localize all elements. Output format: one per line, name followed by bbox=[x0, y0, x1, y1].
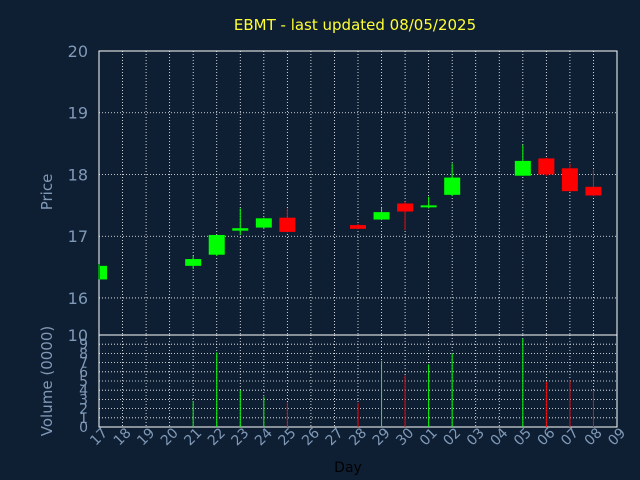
candle-body bbox=[561, 168, 578, 192]
price-y-tick-label: 18 bbox=[68, 165, 88, 184]
x-tick-label: 07 bbox=[558, 425, 582, 449]
x-tick-label: 06 bbox=[535, 425, 559, 449]
volume-y-tick-label: 5 bbox=[79, 374, 88, 390]
price-y-axis-label: Price bbox=[38, 174, 56, 211]
x-tick-label: 29 bbox=[370, 425, 394, 449]
x-axis-label: Day bbox=[334, 460, 362, 476]
candle-body bbox=[350, 225, 366, 229]
x-tick-label: 01 bbox=[417, 425, 441, 449]
price-y-tick-label: 16 bbox=[68, 289, 88, 308]
candles bbox=[98, 144, 602, 280]
x-tick-label: 27 bbox=[323, 425, 347, 449]
x-tick-label: 05 bbox=[511, 425, 535, 449]
candle-body bbox=[100, 265, 107, 280]
x-tick-label: 20 bbox=[158, 425, 182, 449]
price-y-tick-label: 19 bbox=[68, 104, 88, 123]
volume-y-tick-label: 7 bbox=[79, 356, 88, 372]
x-tick-label: 02 bbox=[440, 425, 464, 449]
candle-body bbox=[397, 203, 414, 212]
x-tick-label: 21 bbox=[181, 425, 205, 449]
volume-y-tick-label: 3 bbox=[79, 392, 88, 408]
candle-body bbox=[585, 186, 602, 196]
candle-body bbox=[279, 217, 296, 232]
x-tick-label: 19 bbox=[134, 425, 158, 449]
candle-body bbox=[185, 259, 202, 266]
candle-body bbox=[208, 234, 225, 255]
volume-y-tick-label: 9 bbox=[79, 337, 88, 353]
x-tick-label: 30 bbox=[393, 425, 417, 449]
candle-body bbox=[232, 228, 249, 231]
x-tick-label: 25 bbox=[276, 425, 300, 449]
x-tick-label: 22 bbox=[205, 425, 229, 449]
volume-y-tick-label: 0 bbox=[79, 420, 88, 436]
price-y-tick-label: 17 bbox=[68, 227, 88, 246]
x-tick-label: 04 bbox=[487, 425, 511, 449]
volume-bars bbox=[192, 338, 594, 427]
x-tick-label: 17 bbox=[87, 425, 111, 449]
x-tick-label: 03 bbox=[464, 425, 488, 449]
candle-body bbox=[420, 205, 437, 208]
chart-title: EBMT - last updated 08/05/2025 bbox=[234, 16, 476, 34]
x-tick-label: 24 bbox=[252, 425, 276, 449]
candle-body bbox=[514, 160, 531, 176]
candle-body bbox=[538, 158, 555, 175]
x-tick-label: 26 bbox=[299, 425, 323, 449]
price-panel: 20 19 18 17 16 Price bbox=[38, 42, 618, 336]
volume-y-tick-label: 10 bbox=[68, 326, 88, 345]
volume-y-tick-label: 8 bbox=[79, 346, 88, 362]
x-tick-label: 09 bbox=[605, 425, 629, 449]
x-tick-label: 08 bbox=[582, 425, 606, 449]
volume-y-axis-label: Volume (0000) bbox=[38, 326, 56, 436]
x-tick-label: 28 bbox=[346, 425, 370, 449]
candle-body bbox=[373, 212, 390, 220]
volume-y-tick-label: 2 bbox=[79, 402, 88, 418]
candle-body bbox=[255, 218, 272, 228]
x-tick-label: 23 bbox=[228, 425, 252, 449]
price-grid bbox=[99, 51, 617, 335]
x-axis-ticks: 17 18 19 20 21 22 23 24 25 26 27 28 29 30 01 02 03 04 05 06… bbox=[87, 425, 629, 449]
candle-body bbox=[444, 177, 461, 195]
volume-y-tick-label: 6 bbox=[79, 365, 88, 381]
price-y-tick-label: 20 bbox=[68, 42, 88, 61]
volume-y-tick-label: 4 bbox=[79, 383, 88, 399]
volume-y-tick-label: 1 bbox=[79, 411, 88, 427]
x-tick-label: 18 bbox=[111, 425, 135, 449]
price-y-ticks: 20 19 18 17 16 bbox=[68, 42, 88, 308]
